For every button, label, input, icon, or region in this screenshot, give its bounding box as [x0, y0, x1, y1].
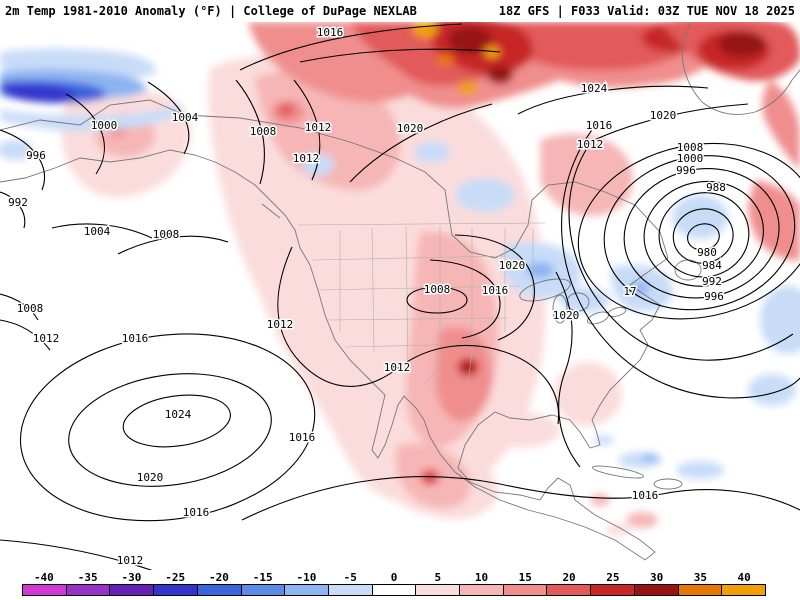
- contour-label: 992: [702, 275, 722, 288]
- contour-label: 1008: [250, 125, 277, 138]
- contour-label: 1000: [677, 152, 704, 165]
- colorbar-segment: [110, 585, 155, 595]
- contour-label: 1016: [632, 489, 659, 502]
- colorbar-tick: 0: [390, 571, 398, 584]
- contour-label: 1016: [183, 506, 210, 519]
- colorbar-segments: [22, 584, 766, 596]
- contour-label: 1008: [677, 141, 704, 154]
- contour-label: 996: [676, 164, 696, 177]
- state-borders: [297, 222, 546, 385]
- colorbar-tick: -25: [165, 571, 186, 584]
- colorbar-segment: [460, 585, 504, 595]
- map-canvas: 1016 996 1000 1004 992 1004 1008 1008 1012 1012 10…: [0, 22, 800, 570]
- contour-label: 17: [623, 285, 636, 298]
- colorbar-segment: [678, 585, 723, 595]
- colorbar-segment: [328, 585, 373, 595]
- contour-label: 1016: [289, 431, 316, 444]
- contour-label: 1016: [586, 119, 613, 132]
- colorbar-tick: 5: [434, 571, 442, 584]
- contour-label: 996: [26, 149, 46, 162]
- colorbar-segment: [547, 585, 592, 595]
- colorbar-segment: [722, 585, 765, 595]
- colorbar-tick: 40: [737, 571, 751, 584]
- contour-label: 980: [697, 246, 717, 259]
- contour-label: 996: [704, 290, 724, 303]
- colorbar-ticks: -40 -35 -30 -25 -20 -15 -10 -5 0 5 10 15 20 25 30 35 40: [22, 571, 766, 584]
- colorbar-segment: [66, 585, 111, 595]
- colorbar-segment: [241, 585, 286, 595]
- colorbar-segment: [416, 585, 461, 595]
- model-valid-time: 18Z GFS | F033 Valid: 03Z TUE NOV 18 202…: [498, 4, 795, 18]
- colorbar-tick: -15: [252, 571, 273, 584]
- contour-label: 1020: [650, 109, 677, 122]
- contour-label: 1020: [553, 309, 580, 322]
- isobar-contours: [0, 23, 800, 570]
- colorbar-segment: [154, 585, 198, 595]
- contour-label: 1016: [482, 284, 509, 297]
- colorbar-segment: [23, 585, 67, 595]
- colorbar-tick: 20: [562, 571, 576, 584]
- colorbar-segment: [285, 585, 329, 595]
- colorbar-tick: -40: [33, 571, 54, 584]
- colorbar-segment: [634, 585, 679, 595]
- contour-label: 1020: [137, 471, 164, 484]
- contour-label: 1016: [122, 332, 149, 345]
- contour-label: 1004: [172, 111, 199, 124]
- colorbar-tick: -30: [121, 571, 142, 584]
- colorbar-tick: 35: [693, 571, 707, 584]
- contour-label: 1024: [165, 408, 192, 421]
- colorbar-tick: 25: [606, 571, 620, 584]
- contour-label: 1012: [384, 361, 411, 374]
- contour-label: 1012: [267, 318, 294, 331]
- contour-label: 1000: [91, 119, 118, 132]
- map-title: 2m Temp 1981-2010 Anomaly (°F) | College…: [5, 4, 417, 18]
- colorbar-tick: -20: [209, 571, 229, 584]
- colorbar: -40 -35 -30 -25 -20 -15 -10 -5 0 5 10 15 20 25 30 35 40: [22, 571, 766, 596]
- contour-label: 1008: [17, 302, 44, 315]
- colorbar-segment: [591, 585, 635, 595]
- colorbar-tick: 10: [474, 571, 489, 584]
- contour-label: 988: [706, 181, 726, 194]
- colorbar-tick: -10: [296, 571, 317, 584]
- contour-label: 1004: [84, 225, 111, 238]
- colorbar-tick: 30: [649, 571, 664, 584]
- colorbar-segment: [372, 585, 417, 595]
- contour-label: 1008: [153, 228, 180, 241]
- contour-label: 1012: [305, 121, 332, 134]
- contour-label: 1024: [581, 82, 608, 95]
- contour-label: 1012: [577, 138, 604, 151]
- title-bar: 2m Temp 1981-2010 Anomaly (°F) | College…: [0, 0, 800, 22]
- contour-label: 1020: [397, 122, 424, 135]
- contour-label: 1012: [33, 332, 60, 345]
- contour-label: 1012: [117, 554, 144, 567]
- contour-label: 1016: [317, 26, 344, 39]
- contour-label: 1020: [499, 259, 526, 272]
- colorbar-segment: [197, 585, 242, 595]
- colorbar-tick: -35: [77, 571, 98, 584]
- contour-label: 1012: [293, 152, 320, 165]
- colorbar-tick: -5: [343, 571, 357, 584]
- contour-label: 1008: [424, 283, 451, 296]
- colorbar-tick: 15: [518, 571, 532, 584]
- coastlines: [0, 22, 800, 561]
- contour-label: 992: [8, 196, 28, 209]
- colorbar-segment: [503, 585, 548, 595]
- contour-label: 984: [702, 259, 722, 272]
